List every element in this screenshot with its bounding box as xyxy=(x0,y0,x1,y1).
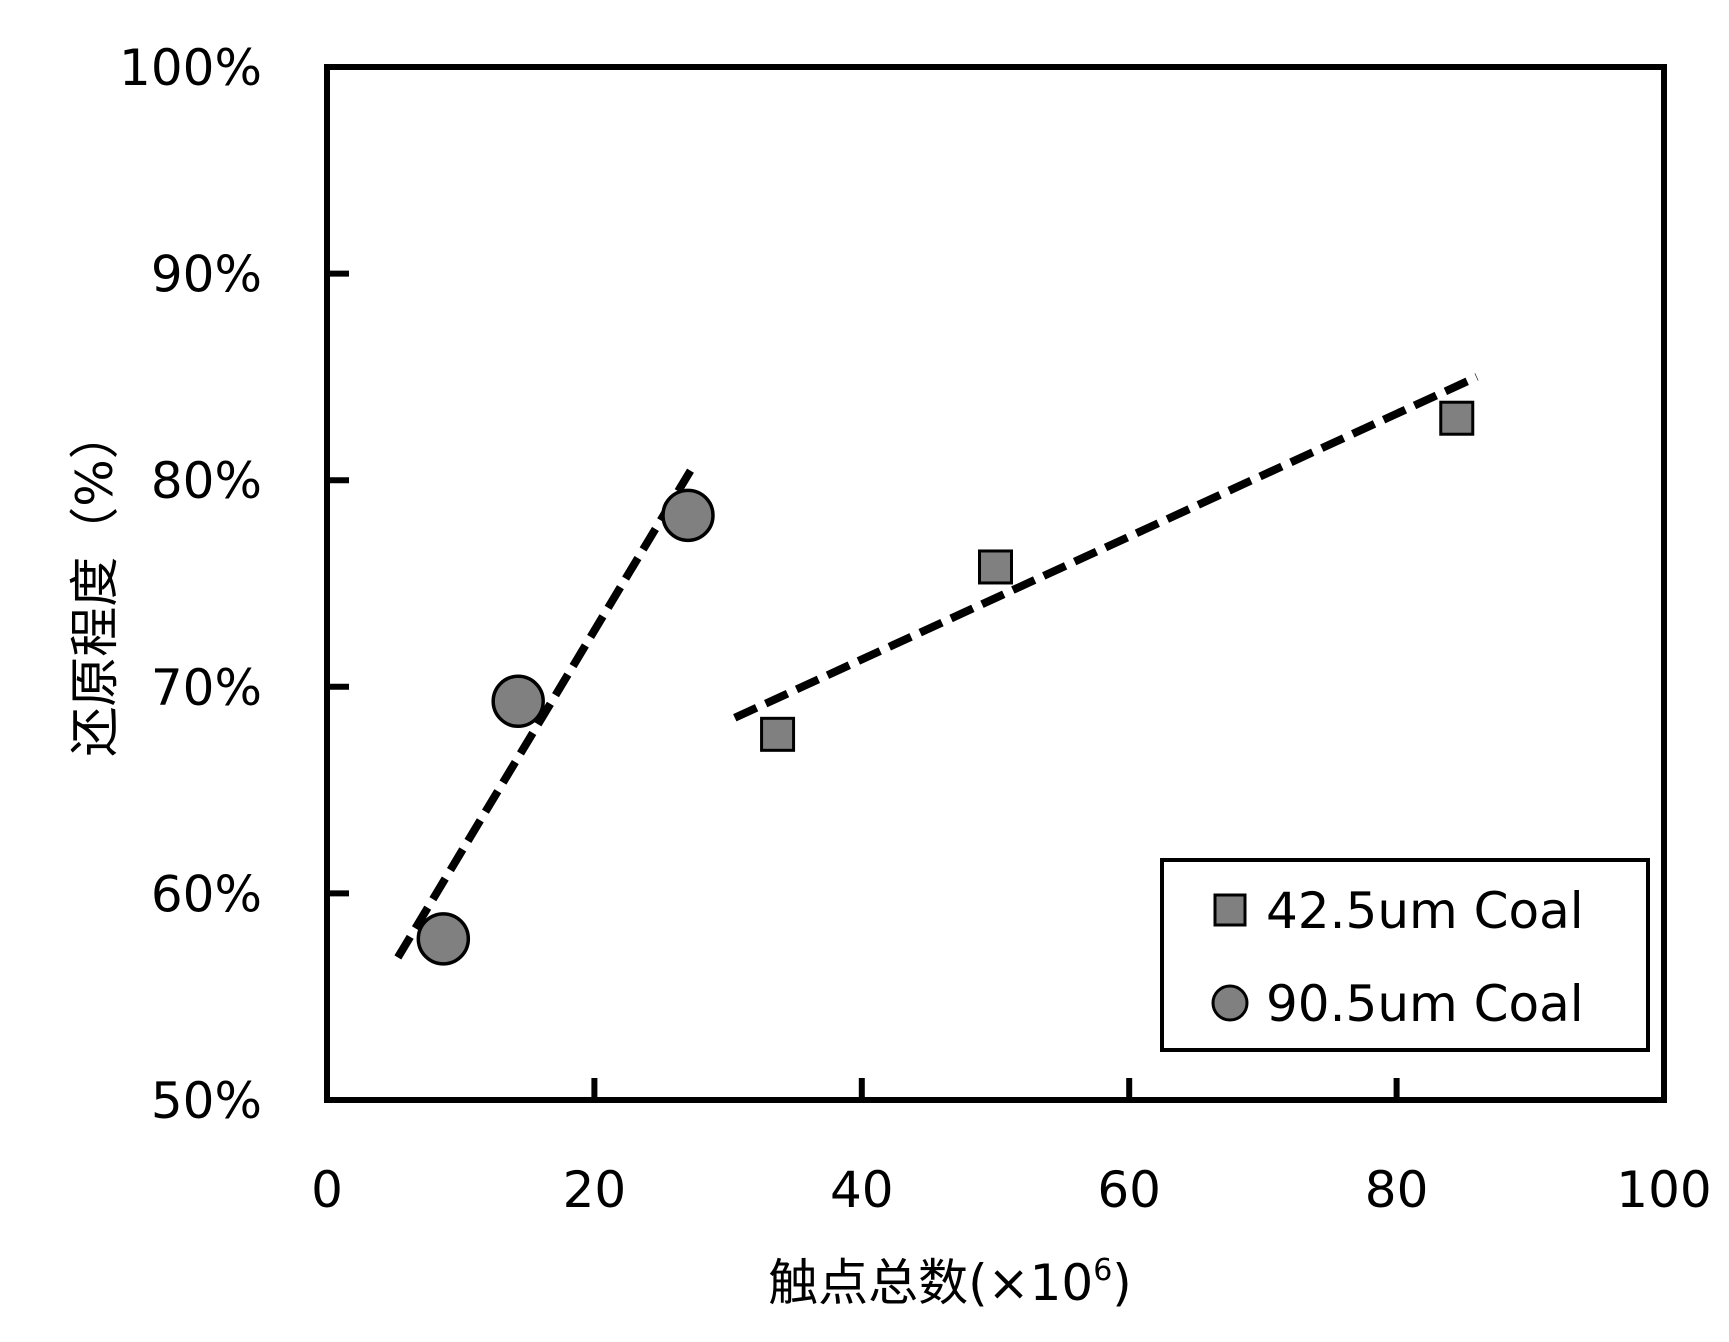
data-point-circle xyxy=(661,488,715,543)
x-axis-label-main: 触点总数(×10 xyxy=(768,1254,1093,1312)
y-tick-label: 70% xyxy=(151,659,262,717)
x-tick-label: 20 xyxy=(563,1161,627,1219)
legend-marker-circle xyxy=(1211,984,1249,1022)
legend-marker-square xyxy=(1213,893,1247,927)
data-point-circle xyxy=(416,912,471,966)
x-tick-label: 80 xyxy=(1365,1161,1429,1219)
x-tick-label: 40 xyxy=(830,1161,894,1219)
data-point-square xyxy=(760,716,796,752)
data-point-circle xyxy=(491,674,545,729)
trendline-circle-series xyxy=(394,461,699,960)
x-axis-label: 触点总数(×106) xyxy=(768,1253,1132,1312)
trendline-square-series xyxy=(733,373,1479,722)
x-tick-label: 0 xyxy=(311,1161,343,1219)
y-tick-label: 100% xyxy=(119,39,262,97)
x-tick-label: 100 xyxy=(1616,1161,1711,1219)
x-axis-label-superscript: 6 xyxy=(1093,1253,1112,1288)
plot-frame xyxy=(324,64,1667,1103)
y-tick-label: 80% xyxy=(151,452,262,510)
legend-label: 42.5um Coal xyxy=(1266,882,1584,940)
y-axis-label-group: 还原程度（%） xyxy=(66,409,124,757)
data-point-square xyxy=(1439,400,1475,436)
data-point-square xyxy=(978,549,1013,585)
y-tick-label: 50% xyxy=(151,1072,262,1130)
legend-label: 90.5um Coal xyxy=(1266,975,1584,1033)
y-axis-label: 还原程度（%） xyxy=(66,409,124,757)
legend-box xyxy=(1160,858,1650,1052)
x-axis-label-suffix: ) xyxy=(1112,1254,1132,1312)
y-tick-label: 60% xyxy=(151,865,262,923)
y-tick-label: 90% xyxy=(151,246,262,304)
x-tick-label: 60 xyxy=(1097,1161,1161,1219)
